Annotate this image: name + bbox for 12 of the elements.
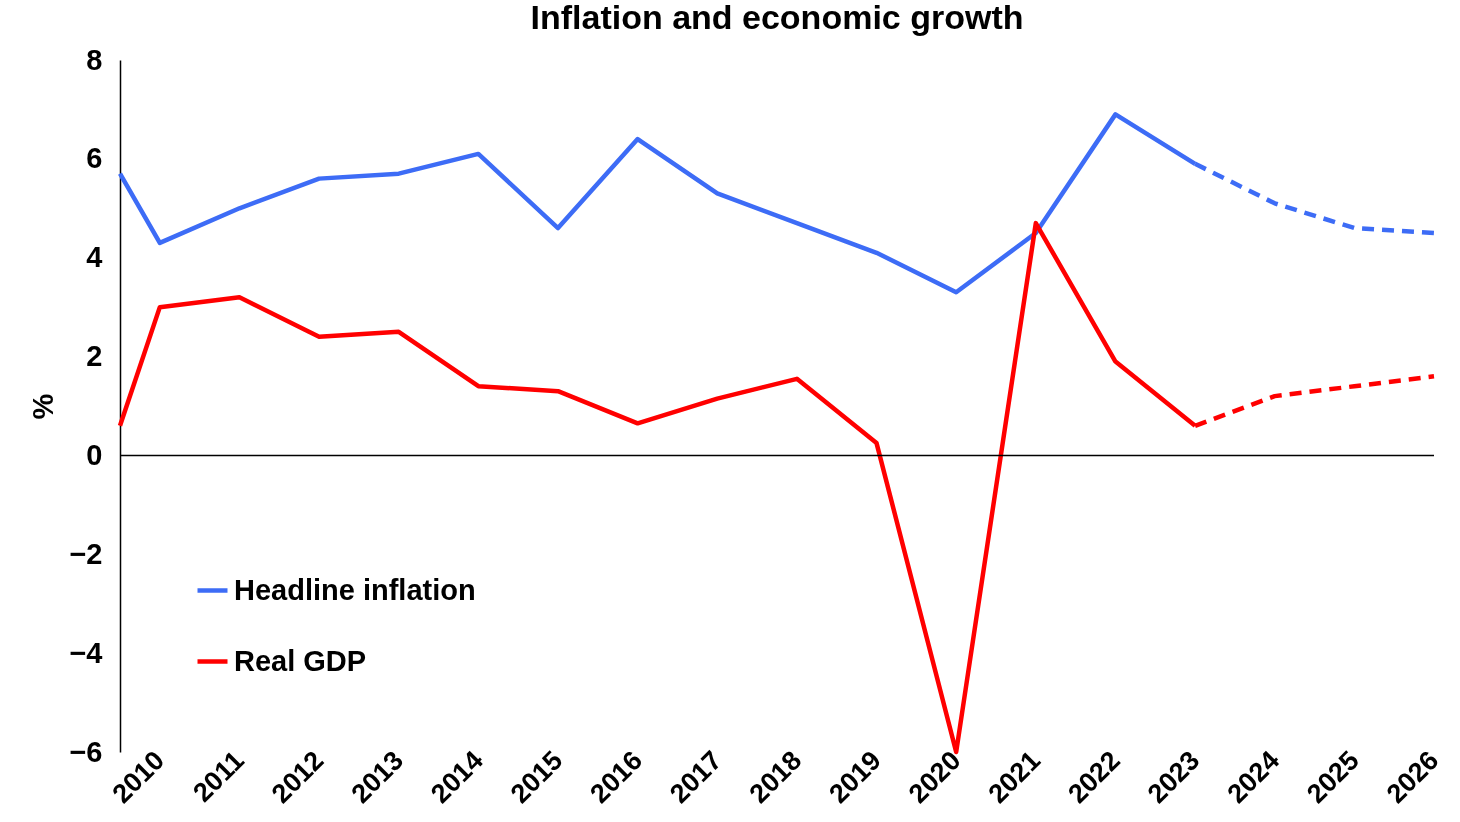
y-tick-label: 0: [86, 438, 103, 471]
chart-title: Inflation and economic growth: [530, 0, 1024, 36]
y-tick-label: 2: [86, 340, 103, 373]
legend-label: Real GDP: [234, 644, 367, 677]
y-tick-label: −2: [69, 537, 103, 570]
legend-label: Headline inflation: [234, 573, 476, 606]
y-tick-label: 8: [86, 43, 103, 76]
y-axis-title: %: [27, 393, 60, 420]
y-tick-label: −4: [69, 636, 103, 669]
y-tick-label: 4: [86, 241, 103, 274]
y-tick-label: 6: [86, 142, 103, 175]
y-tick-label: −6: [69, 735, 103, 768]
